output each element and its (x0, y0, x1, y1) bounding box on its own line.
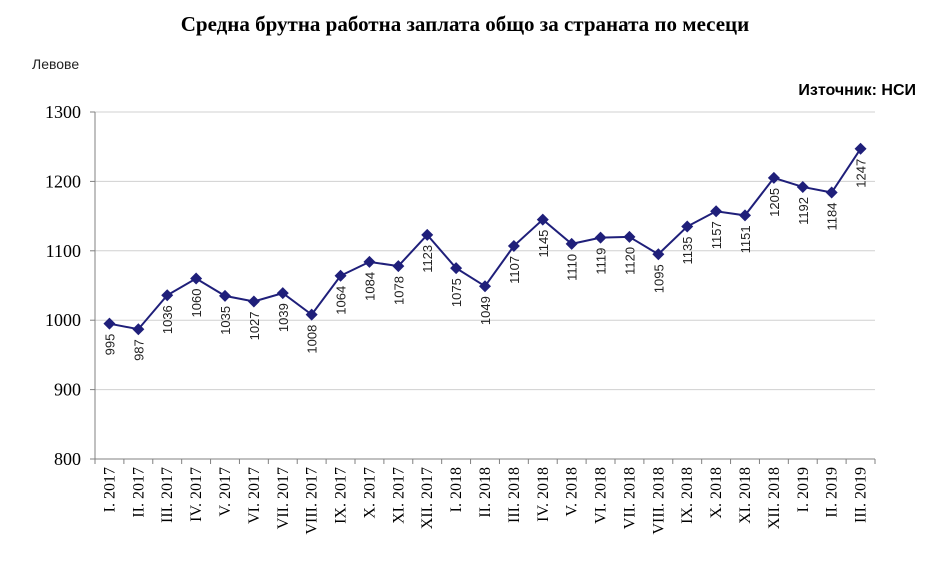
data-label: 987 (131, 339, 146, 361)
x-tick-label: X. 2018 (708, 467, 725, 519)
x-tick-label: VIII. 2018 (650, 467, 667, 535)
data-label: 1107 (507, 256, 522, 284)
y-tick-label: 900 (54, 380, 81, 400)
data-label: 1084 (362, 272, 377, 301)
x-tick-label: V. 2017 (217, 467, 234, 517)
data-point (363, 255, 376, 268)
data-point (450, 262, 463, 275)
data-point (536, 213, 549, 226)
data-point (421, 228, 434, 241)
data-label: 1110 (565, 254, 580, 281)
data-point (594, 231, 607, 244)
x-tick-label: VII. 2017 (275, 467, 292, 529)
y-tick-label: 800 (54, 449, 81, 469)
data-point (565, 237, 578, 250)
x-tick-label: IV. 2017 (188, 467, 205, 522)
data-label: 1095 (651, 264, 666, 293)
x-tick-label: IX. 2018 (679, 467, 696, 524)
data-label: 1035 (218, 306, 233, 335)
data-label: 995 (102, 334, 117, 356)
data-point (190, 272, 203, 285)
x-tick-label: XII. 2018 (766, 467, 783, 529)
data-label: 1205 (767, 188, 782, 217)
y-tick-label: 1200 (45, 171, 81, 191)
data-point (739, 209, 751, 222)
x-tick-label: X. 2017 (361, 467, 378, 519)
x-tick-label: II. 2017 (130, 467, 147, 518)
data-label: 1078 (391, 276, 406, 305)
data-point (796, 180, 809, 193)
data-label: 1157 (709, 221, 724, 249)
data-point (334, 269, 347, 282)
data-point (854, 142, 867, 155)
data-label: 1119 (594, 248, 609, 275)
x-tick-label: III. 2017 (159, 467, 176, 523)
data-label: 1184 (825, 203, 840, 231)
data-label: 1027 (247, 311, 262, 340)
data-point (103, 317, 116, 330)
x-tick-label: IX. 2017 (333, 467, 350, 524)
data-point (507, 239, 520, 252)
y-tick-label: 1000 (45, 310, 81, 330)
x-tick-label: XII. 2017 (419, 467, 436, 529)
x-tick-label: VI. 2017 (246, 467, 263, 524)
data-point (681, 220, 694, 233)
data-label: 1049 (478, 296, 493, 325)
x-tick-label: II. 2019 (824, 467, 841, 518)
data-point (392, 260, 405, 273)
data-point (161, 289, 174, 302)
data-label: 1060 (189, 289, 204, 318)
data-label: 1064 (334, 286, 349, 315)
data-point (479, 280, 491, 293)
data-label: 1120 (622, 247, 637, 275)
x-tick-label: I. 2017 (101, 467, 118, 512)
y-tick-label: 1100 (46, 241, 81, 261)
x-tick-label: III. 2018 (506, 467, 523, 523)
data-point (623, 230, 636, 243)
x-tick-label: XI. 2017 (390, 467, 407, 524)
data-point (276, 287, 289, 300)
x-tick-label: V. 2018 (564, 467, 581, 517)
y-axis-label: Левове (32, 56, 80, 72)
x-tick-label: XI. 2018 (737, 467, 754, 524)
data-label: 1036 (160, 305, 175, 334)
y-tick-label: 1300 (45, 102, 81, 122)
source-label: Източник: НСИ (798, 82, 916, 99)
data-label: 1192 (796, 197, 811, 225)
data-label: 1135 (680, 237, 695, 265)
data-point (219, 289, 231, 302)
data-label: 1075 (449, 278, 464, 307)
x-tick-label: VII. 2018 (621, 467, 638, 529)
data-point (652, 248, 665, 261)
x-tick-label: VI. 2018 (593, 467, 610, 524)
x-tick-label: I. 2018 (448, 467, 465, 512)
data-label: 1145 (536, 230, 551, 258)
x-tick-label: II. 2018 (477, 467, 494, 518)
data-label: 1247 (854, 159, 869, 188)
data-label: 1039 (276, 303, 291, 332)
chart-title: Средна брутна работна заплата общо за ст… (180, 12, 750, 36)
x-tick-label: III. 2019 (853, 467, 870, 523)
x-tick-label: IV. 2018 (535, 467, 552, 522)
data-label: 1151 (738, 225, 753, 253)
data-point (710, 205, 723, 218)
data-point (132, 323, 145, 336)
data-label: 1123 (420, 245, 435, 273)
data-point (305, 308, 318, 321)
x-tick-label: I. 2019 (795, 467, 812, 512)
data-point (247, 295, 260, 308)
data-label: 1008 (305, 325, 320, 354)
data-point (767, 171, 780, 184)
data-point (825, 186, 838, 199)
x-tick-label: VIII. 2017 (304, 467, 321, 535)
